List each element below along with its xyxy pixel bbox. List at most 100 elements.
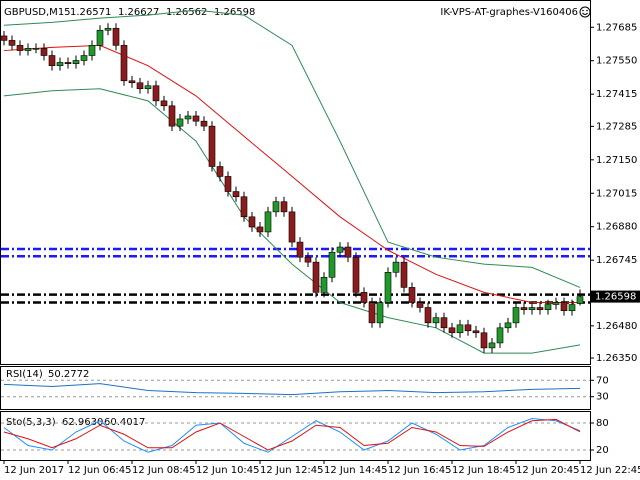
candle-body [96,29,104,46]
stoch-main-value: 62.9630 [62,417,103,428]
candle-body [264,211,272,233]
candle-body [480,332,488,349]
candle-body [376,302,384,324]
chart-title: GBPUSD,M15 [4,7,71,18]
candle-body [184,115,192,120]
candle-body [64,62,72,64]
y-tick-label: 1.27550 [596,56,637,67]
candle-body [288,211,296,243]
candle-body [16,45,24,51]
candle-body [336,246,344,253]
header-open: 1.26571 [70,7,111,18]
candle-body [272,201,280,213]
candle-body [544,304,552,311]
candle-body [232,191,240,198]
candle-body [520,307,528,311]
x-tick-label: 12 Jun 20:45 [516,465,580,476]
x-tick-label: 12 Jun 14:45 [324,465,388,476]
candle-body [200,120,208,127]
header-high: 1.26627 [118,7,159,18]
candle-body [104,27,112,31]
candle-body [488,342,496,349]
smiley-icon [579,6,591,18]
candle-body [504,322,512,329]
candle-body [512,307,520,324]
candle-body [560,302,568,312]
candle-body [320,276,328,293]
candle-body [392,261,400,273]
x-tick-label: 12 Jun 10:45 [196,465,260,476]
candle-body [472,330,480,334]
candle-body [440,317,448,329]
indicator-line [3,9,581,288]
candle-body [192,115,200,122]
candle-body [240,196,248,218]
candle-body [136,82,144,90]
candle-body [168,105,176,127]
x-tick-label: 12 Jun 22:45 [580,465,640,476]
candle-body [56,62,64,66]
candle-body [296,241,304,258]
candle-body [496,327,504,344]
x-tick-label: 12 Jun 06:45 [68,465,132,476]
y-tick-label: 20 [596,445,609,456]
y-tick-label: 70 [596,375,609,386]
candle-body [32,48,40,50]
candle-body [536,307,544,311]
price-label-box [590,290,640,303]
candle-body [432,317,440,324]
y-tick-label: 1.27685 [596,22,637,33]
y-tick-label: 1.27285 [596,121,637,132]
candle-body [576,296,584,304]
candle-body [408,287,416,303]
candle-body [360,292,368,303]
candle-body [328,251,336,278]
y-tick-label: 1.26880 [596,222,637,233]
y-tick-label: 1.26350 [596,353,637,364]
rsi-value: 50.2772 [48,369,89,380]
candle-body [256,226,264,233]
candle-body [248,216,256,228]
x-tick-label: 12 Jun 18:45 [452,465,516,476]
candle-body [40,48,48,56]
y-tick-label: 1.27015 [596,188,637,199]
candle-body [424,307,432,324]
candle-body [120,45,128,82]
candle-body [48,55,56,66]
candle-body [24,48,32,51]
stoch-title: Sto(5,3,3) [6,417,56,428]
candle-body [312,261,320,293]
rsi-title: RSI(14) [6,369,43,380]
candle-body [0,35,8,41]
candle-body [456,324,464,334]
y-tick-label: 1.26480 [596,321,637,332]
y-tick-label: 80 [596,418,609,429]
y-tick-label: 1.27150 [596,155,637,166]
x-tick-label: 12 Jun 08:45 [132,465,196,476]
candle-body [176,118,184,127]
candle-body [304,256,312,263]
candle-body [552,302,560,305]
candle-body [8,40,16,46]
stoch-panel-frame [0,411,591,461]
candle-body [416,302,424,308]
candle-body [80,55,88,61]
y-tick-label: 30 [596,392,609,403]
candle-body [384,272,392,303]
y-tick-label: 1.26745 [596,255,637,266]
candle-body [72,60,80,64]
candle-body [160,100,168,107]
expert-name: IK-VPS-AT-graphes-V160406 [440,7,578,18]
candle-body [144,85,152,90]
candle-body [352,256,360,293]
indicator-line [3,417,581,453]
candle-body [368,302,376,324]
y-tick-label: 1.27415 [596,89,637,100]
candle-body [448,327,456,334]
candle-body [280,201,288,213]
indicator-line [3,418,581,451]
candle-body [568,304,576,312]
candle-body [88,45,96,56]
indicator-line [3,383,581,396]
